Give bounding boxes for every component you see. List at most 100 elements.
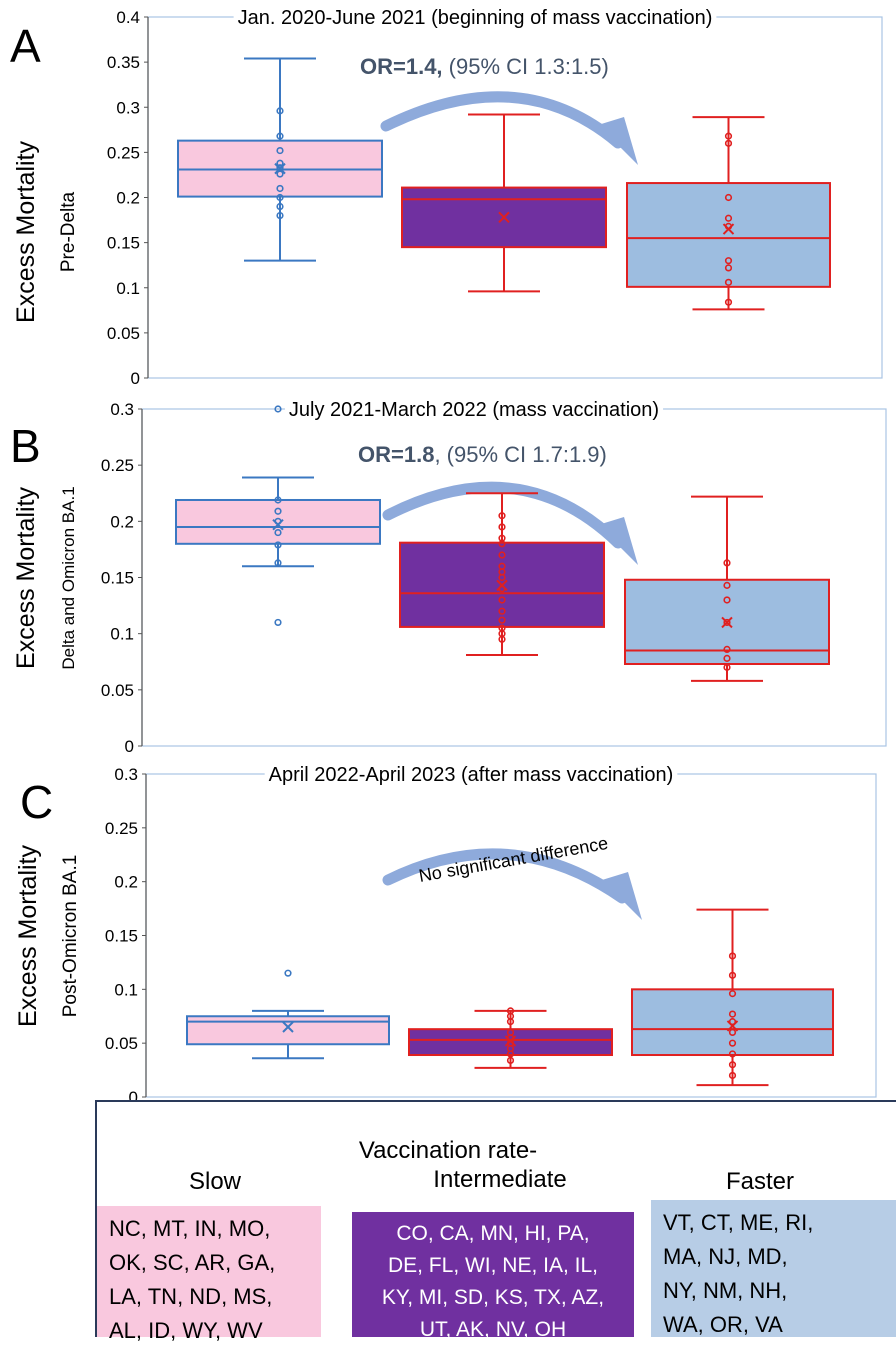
y-tick-label: 0.1: [114, 980, 138, 999]
data-point: [728, 1028, 737, 1036]
panel-c: April 2022-April 2023 (after mass vaccin…: [14, 764, 877, 1100]
mean-marker: [274, 162, 286, 175]
panel-title: July 2021-March 2022 (mass vaccination): [289, 399, 659, 421]
data-point: [274, 541, 282, 549]
panel-title: Jan. 2020-June 2021 (beginning of mass v…: [238, 7, 713, 29]
data-point: [498, 562, 506, 570]
panel-title-bg: [264, 764, 678, 786]
data-point: [274, 507, 282, 515]
data-point: [728, 1039, 737, 1047]
state-line: AL, ID, WY, WV: [109, 1318, 263, 1343]
data-point: [724, 139, 733, 147]
data-point: [276, 184, 284, 193]
trend-arrow: [380, 91, 624, 149]
trend-arrowhead: [598, 517, 638, 565]
data-point: [276, 159, 284, 167]
data-point: [276, 107, 284, 115]
panel-title: April 2022-April 2023 (after mass vaccin…: [269, 764, 674, 786]
data-point: [498, 596, 506, 604]
y-axis-sublabel: Post-Omicron BA.1: [60, 855, 81, 1018]
data-point: [723, 645, 731, 653]
box-intermediate: [401, 113, 607, 293]
odds-ratio-ci: , (95% CI 1.7:1.9): [434, 442, 606, 467]
y-axis-label: Excess Mortality: [12, 487, 40, 669]
data-point: [276, 211, 284, 220]
data-point: [728, 1071, 737, 1080]
box-iqr: [175, 498, 381, 545]
odds-ratio-label: OR=1.4, (95% CI 1.3:1.5): [360, 54, 609, 79]
data-point: [728, 1050, 737, 1058]
mean-marker: [726, 1020, 739, 1032]
box-faster: [631, 908, 834, 1087]
data-point: [723, 663, 731, 671]
box-iqr: [408, 1028, 613, 1057]
data-point: [723, 559, 731, 567]
y-tick-label: 0.05: [105, 1034, 138, 1053]
data-point: [498, 616, 506, 624]
y-tick-label: 0.1: [110, 625, 134, 644]
data-point: [284, 969, 292, 977]
trend-arrow: [382, 848, 628, 904]
data-point: [723, 581, 731, 589]
y-axis-label: Excess Mortality: [12, 141, 40, 323]
y-tick-label: 0: [125, 737, 134, 756]
box-iqr: [186, 1015, 390, 1046]
state-line: UT, AK, NV, OH: [419, 1318, 567, 1341]
legend-slow-states: NC, MT, IN, MO, OK, SC, AR, GA, LA, TN, …: [97, 1206, 321, 1343]
y-tick-label: 0.1: [116, 279, 140, 298]
legend-intermediate-header: Intermediate: [433, 1166, 567, 1193]
odds-ratio-ci: (95% CI 1.3:1.5): [443, 54, 609, 79]
y-tick-label: 0.2: [110, 512, 134, 531]
data-point: [498, 512, 506, 520]
y-tick-label: 0.3: [110, 400, 134, 419]
y-tick-label: 0.05: [101, 681, 134, 700]
mean-marker: [504, 1035, 517, 1047]
data-point: [723, 654, 731, 662]
panel-b: July 2021-March 2022 (mass vaccination) B…: [10, 399, 887, 756]
odds-ratio-value: OR=1.4,: [360, 54, 443, 79]
y-tick-label: 0.15: [107, 234, 140, 253]
data-point: [724, 214, 733, 222]
box-slow: [186, 969, 390, 1060]
data-point: [506, 1028, 515, 1036]
data-point: [274, 405, 282, 413]
panel-a: Jan. 2020-June 2021 (beginning of mass v…: [10, 7, 883, 388]
y-tick-label: 0.15: [105, 927, 138, 946]
data-point: [724, 132, 733, 140]
data-point: [274, 559, 282, 567]
data-point: [274, 496, 282, 504]
y-axis-sublabel: Pre-Delta: [58, 191, 79, 272]
data-point: [274, 528, 282, 537]
data-point: [506, 1007, 515, 1015]
box-iqr: [631, 988, 834, 1057]
trend-arrow: [382, 481, 624, 549]
y-tick-label: 0.4: [116, 8, 140, 27]
data-point: [276, 202, 284, 211]
y-tick-label: 0: [129, 1088, 138, 1100]
legend-title: Vaccination rate-: [358, 1137, 538, 1164]
data-point: [723, 596, 731, 604]
state-line: NY, NM, NH,: [663, 1278, 788, 1303]
state-line: DE, FL, WI, NE, IA, IL,: [387, 1254, 599, 1277]
legend-intermediate-states: CO, CA, MN, HI, PA, DE, FL, WI, NE, IA, …: [352, 1212, 634, 1341]
data-point: [276, 146, 284, 155]
data-point: [276, 132, 284, 140]
trend-arrowhead: [602, 872, 642, 920]
data-point: [728, 990, 737, 998]
data-point: [724, 193, 733, 202]
data-point: [728, 1010, 737, 1018]
mean-marker: [496, 579, 508, 592]
legend-faster-states: VT, CT, ME, RI, MA, NJ, MD, NY, NM, NH, …: [651, 1200, 896, 1337]
data-point: [276, 193, 284, 202]
y-tick-label: 0: [131, 369, 140, 388]
data-point: [724, 264, 733, 272]
mean-marker: [282, 1021, 294, 1033]
data-point: [498, 534, 506, 542]
y-tick-label: 0.35: [107, 53, 140, 72]
box-slow: [177, 57, 383, 262]
mean-marker: [272, 518, 284, 531]
box-plot-figure: Jan. 2020-June 2021 (beginning of mass v…: [10, 7, 887, 1100]
legend-faster-header: Faster: [725, 1168, 794, 1195]
data-point: [498, 624, 506, 632]
box-slow: [175, 405, 381, 627]
